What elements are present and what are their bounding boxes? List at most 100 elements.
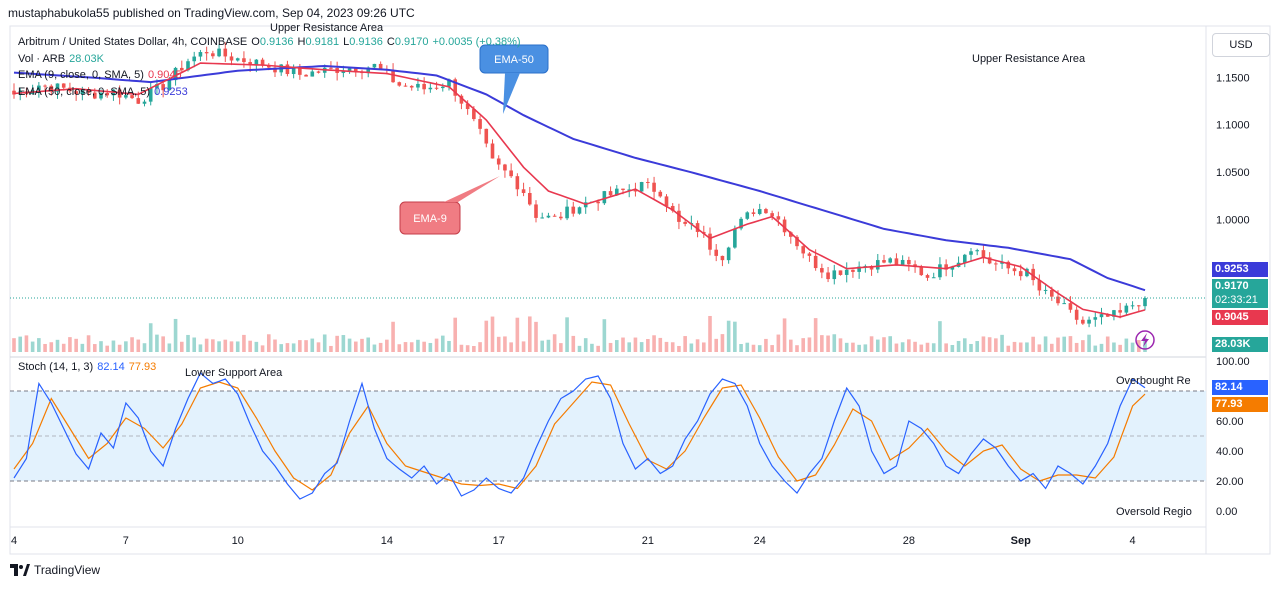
volume-bar [521, 341, 526, 352]
candle [285, 64, 290, 75]
candle [428, 87, 433, 90]
volume-bar [907, 339, 911, 352]
volume-bar [813, 318, 818, 352]
ema50-value: 0.9253 [154, 86, 188, 98]
volume-bar [851, 342, 855, 352]
candle [788, 232, 793, 237]
volume-bar [124, 341, 128, 352]
volume-bar [173, 318, 178, 352]
volume-bar [223, 339, 228, 352]
candle [316, 71, 321, 73]
publisher-line: mustaphabukola55 published on TradingVie… [8, 6, 415, 20]
volume-bar [857, 344, 861, 352]
candle [826, 272, 830, 280]
volume-bar [155, 334, 159, 352]
candle [99, 92, 103, 99]
time-tick-label: 14 [381, 535, 393, 547]
volume-bar [1093, 345, 1098, 352]
ema9-callout-text: EMA-9 [413, 213, 447, 225]
tradingview-logo[interactable]: TradingView [10, 563, 100, 577]
volume-bar [329, 345, 333, 352]
volume-bar [198, 344, 203, 352]
candle [757, 209, 762, 214]
currency-button[interactable]: USD [1212, 33, 1270, 57]
candle [851, 269, 855, 272]
volume-legend: Vol · ARB 28.03K [18, 53, 104, 65]
volume-bar [646, 339, 650, 352]
volume-bar [739, 344, 743, 352]
volume-bar [130, 337, 134, 352]
volume-bar [397, 344, 402, 352]
candle [677, 210, 681, 222]
volume-bar [322, 334, 327, 352]
candle [92, 92, 97, 99]
volume-bar [465, 345, 470, 352]
stoch-k-value: 82.14 [97, 361, 125, 373]
candle [391, 70, 395, 83]
candle [478, 119, 482, 129]
candle [124, 95, 128, 98]
candle [1136, 305, 1141, 307]
volume-bar [900, 342, 905, 352]
volume-bar [571, 335, 576, 352]
volume-bar [1143, 337, 1147, 352]
stoch-d-value: 77.93 [128, 361, 157, 373]
ema9-price-label: 0.9045 [1212, 310, 1268, 325]
candle [807, 253, 812, 256]
candle [179, 67, 184, 71]
chart-frame [9, 25, 1271, 555]
candle [832, 270, 837, 280]
candle [770, 213, 774, 217]
candle [266, 65, 271, 68]
price-tick-label: 1.1500 [1216, 72, 1250, 84]
candle [304, 74, 308, 77]
candle [1031, 268, 1035, 281]
volume-bar [782, 318, 787, 352]
candle [161, 84, 165, 91]
candle [422, 83, 426, 90]
volume-bar [229, 341, 234, 352]
volume-bar [751, 344, 756, 352]
candle [403, 85, 408, 87]
volume-bar [658, 337, 663, 352]
candle [291, 68, 296, 75]
volume-bar [832, 334, 837, 352]
time-tick-label: 4 [11, 535, 17, 547]
volume-bar [1099, 343, 1104, 352]
candle [919, 267, 924, 276]
volume-bar [148, 323, 153, 352]
volume-bar [590, 343, 594, 352]
candle [223, 48, 228, 57]
candle [1118, 310, 1122, 313]
candle [254, 59, 259, 66]
candle [1093, 317, 1098, 320]
lightning-icon[interactable] [1135, 330, 1155, 350]
volume-bar [608, 342, 613, 352]
candle [117, 89, 122, 98]
candle [341, 71, 346, 73]
candle [1105, 314, 1110, 317]
candle [86, 89, 91, 93]
volume-bar [994, 338, 998, 352]
volume-bar [875, 339, 880, 352]
candle [639, 181, 644, 192]
candle [1018, 271, 1023, 277]
volume-bar [863, 344, 868, 352]
volume-bar [826, 335, 830, 352]
volume-bar [807, 337, 812, 352]
volume-bar [1081, 340, 1085, 352]
volume-bar [888, 336, 893, 352]
candle [192, 56, 197, 62]
candle [981, 250, 986, 258]
volume-bar [440, 335, 445, 352]
volume-bar [92, 344, 97, 352]
candle [521, 189, 526, 194]
candle [708, 233, 712, 250]
candle [515, 176, 520, 190]
candle [378, 63, 383, 70]
volume-bars [12, 315, 1147, 352]
candle [646, 181, 650, 183]
symbol-legend: Arbitrum / United States Dollar, 4h, COI… [18, 36, 521, 48]
